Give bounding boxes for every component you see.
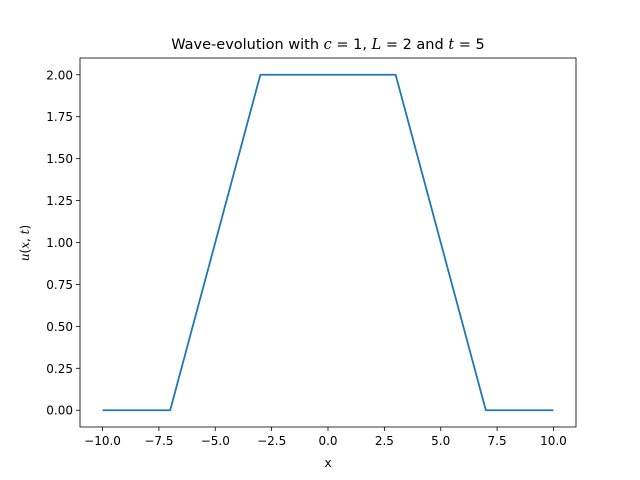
plot-area xyxy=(102,73,554,412)
x-tick-label: −2.5 xyxy=(257,434,286,448)
y-tick-label: 0.50 xyxy=(46,320,73,334)
x-tick-label: −5.0 xyxy=(201,434,230,448)
x-tick-label: −7.5 xyxy=(144,434,173,448)
x-tick-label: 10.0 xyxy=(540,434,567,448)
x-axis-label: x xyxy=(324,456,331,470)
x-tick-label: 7.5 xyxy=(488,434,507,448)
x-tick-label: 5.0 xyxy=(431,434,450,448)
y-tick-label: 0.00 xyxy=(46,404,73,418)
y-tick-label: 2.00 xyxy=(46,68,73,82)
y-tick-label: 1.25 xyxy=(46,194,73,208)
y-tick-label: 1.00 xyxy=(46,236,73,250)
axes-frame xyxy=(79,57,577,428)
y-axis-label: u(x, t) xyxy=(18,225,32,261)
x-tick-label: −10.0 xyxy=(84,434,121,448)
x-tick-label: 0.0 xyxy=(318,434,337,448)
chart-title: Wave-evolution with c = 1, L = 2 and t =… xyxy=(171,37,484,53)
y-tick-label: 1.75 xyxy=(46,110,73,124)
y-tick-label: 0.25 xyxy=(46,362,73,376)
y-tick-label: 0.75 xyxy=(46,278,73,292)
series-line-1 xyxy=(102,73,554,412)
y-axis-ticks: 0.00 0.25 0.50 0.75 1.00 1.25 1.50 1.75 2.00 xyxy=(46,68,80,418)
x-axis-ticks: −10.0 −7.5 −5.0 −2.5 0.0 2.5 5.0 7.5 10.0 xyxy=(84,427,567,448)
y-tick-label: 1.50 xyxy=(46,152,73,166)
x-tick-label: 2.5 xyxy=(375,434,394,448)
